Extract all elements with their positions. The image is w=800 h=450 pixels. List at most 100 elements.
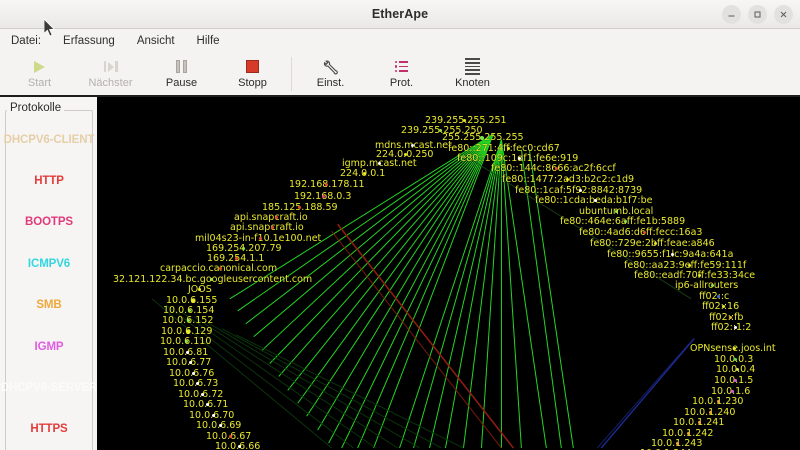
toolbar-start-button[interactable]: Start [4, 52, 75, 95]
graph-node-label[interactable]: carpaccio.canonical.com [160, 264, 277, 274]
graph-node-label[interactable]: fe80::271:4ff:fec0:cd67 [448, 144, 560, 154]
graph-node-dot[interactable] [410, 144, 414, 147]
graph-node-dot[interactable] [518, 157, 522, 160]
graph-node-dot[interactable] [439, 129, 443, 132]
graph-node-label[interactable]: 10.0.6.67 [206, 432, 251, 442]
graph-node-dot[interactable] [709, 411, 713, 414]
graph-node-dot[interactable] [228, 435, 232, 438]
graph-node-dot[interactable] [297, 206, 301, 209]
menu-erfassung[interactable]: Erfassung [63, 34, 115, 47]
toolbar-stop-button[interactable]: Stopp [217, 52, 288, 95]
graph-node-label[interactable]: 224.0.0.1 [340, 169, 385, 179]
graph-node-dot[interactable] [698, 421, 702, 424]
graph-node-dot[interactable] [186, 330, 191, 334]
graph-node-dot[interactable] [191, 372, 195, 375]
graph-node-dot[interactable] [209, 278, 213, 281]
graph-node-dot[interactable] [198, 288, 202, 291]
graph-node-label[interactable]: fe80::109c:1df1:fe6e:919 [457, 154, 578, 164]
graph-node-dot[interactable] [205, 403, 209, 406]
graph-node-dot[interactable] [687, 432, 691, 435]
toolbar-pause-button[interactable]: Pause [146, 52, 217, 95]
toolbar-settings-button[interactable]: Einst. [295, 52, 366, 95]
menu-hilfe[interactable]: Hilfe [196, 34, 220, 47]
graph-node-dot[interactable] [614, 210, 618, 213]
graph-node-dot[interactable] [322, 195, 326, 198]
protocol-item[interactable]: HTTP [34, 175, 64, 188]
graph-node-label[interactable]: fe80::eadf:70ff:fe33:34ce [634, 271, 755, 281]
graph-node-label[interactable]: 10.0.6.77 [166, 358, 211, 368]
graph-node-dot[interactable] [731, 390, 735, 393]
graph-node-dot[interactable] [734, 358, 738, 361]
graph-node-label[interactable]: 10.0.6.69 [196, 421, 241, 431]
graph-node-label[interactable]: OPNsense.joos.int [690, 344, 776, 354]
graph-node-dot[interactable] [463, 119, 467, 122]
minimize-button[interactable] [722, 5, 741, 24]
graph-node-dot[interactable] [734, 379, 738, 382]
graph-node-label[interactable]: ip6-allrouters [675, 281, 738, 291]
graph-node-label[interactable]: mil04s23-in-f10.1e100.net [195, 234, 321, 244]
protocol-item[interactable]: IGMP [34, 340, 64, 353]
graph-node-dot[interactable] [554, 167, 558, 170]
graph-node-dot[interactable] [237, 445, 241, 448]
graph-node-dot[interactable] [188, 361, 192, 364]
protocol-item[interactable]: DHCPV6-CLIENT [3, 133, 95, 146]
graph-node-dot[interactable] [722, 305, 726, 308]
graph-node-label[interactable]: api.snapcraft.io [234, 213, 308, 223]
protocol-item[interactable]: SMB [36, 299, 62, 312]
graph-node-dot[interactable] [480, 136, 485, 140]
graph-node-dot[interactable] [565, 178, 569, 181]
graph-node-label[interactable]: 10.0.6.73 [173, 379, 218, 389]
graph-node-label[interactable]: 10.0.6.81 [163, 348, 208, 358]
graph-node-label[interactable]: fe80::729e:2bff:feae:a846 [590, 239, 715, 249]
graph-node-dot[interactable] [717, 400, 721, 403]
graph-node-dot[interactable] [623, 220, 627, 223]
graph-node-dot[interactable] [697, 274, 701, 277]
graph-node-dot[interactable] [687, 264, 691, 267]
graph-node-dot[interactable] [187, 319, 191, 322]
graph-node-dot[interactable] [191, 299, 196, 303]
graph-node-dot[interactable] [188, 309, 192, 312]
network-graph-canvas[interactable]: 239.255.255.251239.255.255.250255.255.25… [97, 97, 800, 450]
protocol-item[interactable]: DHCPV6-SERVER [0, 381, 98, 394]
graph-node-dot[interactable] [733, 326, 737, 329]
graph-node-dot[interactable] [506, 147, 510, 150]
graph-node-dot[interactable] [218, 424, 222, 427]
graph-node-label[interactable]: 10.0.6.70 [189, 411, 234, 421]
graph-node-label[interactable]: fe80::aa23:9eff:fe59:111f [624, 261, 746, 271]
graph-node-dot[interactable] [710, 284, 714, 287]
graph-node-label[interactable]: 10.0.0.3 [714, 355, 753, 365]
menu-ansicht[interactable]: Ansicht [136, 34, 175, 47]
graph-node-dot[interactable] [642, 231, 646, 234]
graph-node-dot[interactable] [716, 295, 720, 298]
graph-node-dot[interactable] [235, 257, 239, 260]
graph-node-dot[interactable] [593, 199, 597, 202]
graph-node-dot[interactable] [218, 267, 222, 270]
graph-node-label[interactable]: 10.0.1.5 [714, 376, 753, 386]
graph-node-label[interactable]: 10.0.6.76 [169, 369, 214, 379]
graph-node-dot[interactable] [377, 162, 381, 165]
graph-node-dot[interactable] [324, 183, 328, 186]
graph-node-dot[interactable] [241, 247, 245, 250]
toolbar-protocols-button[interactable]: Prot. [366, 52, 437, 95]
graph-node-dot[interactable] [211, 414, 215, 417]
graph-node-dot[interactable] [729, 316, 733, 319]
graph-node-dot[interactable] [270, 226, 274, 229]
graph-node-label[interactable]: fe80::4ad6:d6ff:fecc:16a3 [579, 228, 702, 238]
graph-node-label[interactable]: ff02::16 [702, 302, 739, 312]
graph-node-label[interactable]: ff02::1:2 [711, 323, 751, 333]
graph-node-dot[interactable] [676, 442, 680, 445]
graph-node-label[interactable]: 10.0.1.6 [711, 387, 750, 397]
graph-node-dot[interactable] [185, 340, 189, 343]
graph-node-label[interactable]: fe80::1caf:5f92:8842:8739 [515, 186, 642, 196]
close-button[interactable] [774, 5, 793, 24]
graph-node-dot[interactable] [258, 237, 262, 240]
maximize-button[interactable] [748, 5, 767, 24]
graph-node-label[interactable]: ff02::fb [709, 313, 743, 323]
protocol-item[interactable]: BOOTPS [25, 216, 73, 229]
graph-node-label[interactable]: fe80::464e:6aff:fe1b:5889 [560, 217, 685, 227]
toolbar-nodes-button[interactable]: Knoten [437, 52, 508, 95]
toolbar-next-button[interactable]: Nächster [75, 52, 146, 95]
protocol-item[interactable]: ICMPV6 [27, 257, 71, 270]
graph-node-label[interactable]: api.snapcraft.io [230, 223, 304, 233]
graph-node-dot[interactable] [578, 189, 582, 192]
